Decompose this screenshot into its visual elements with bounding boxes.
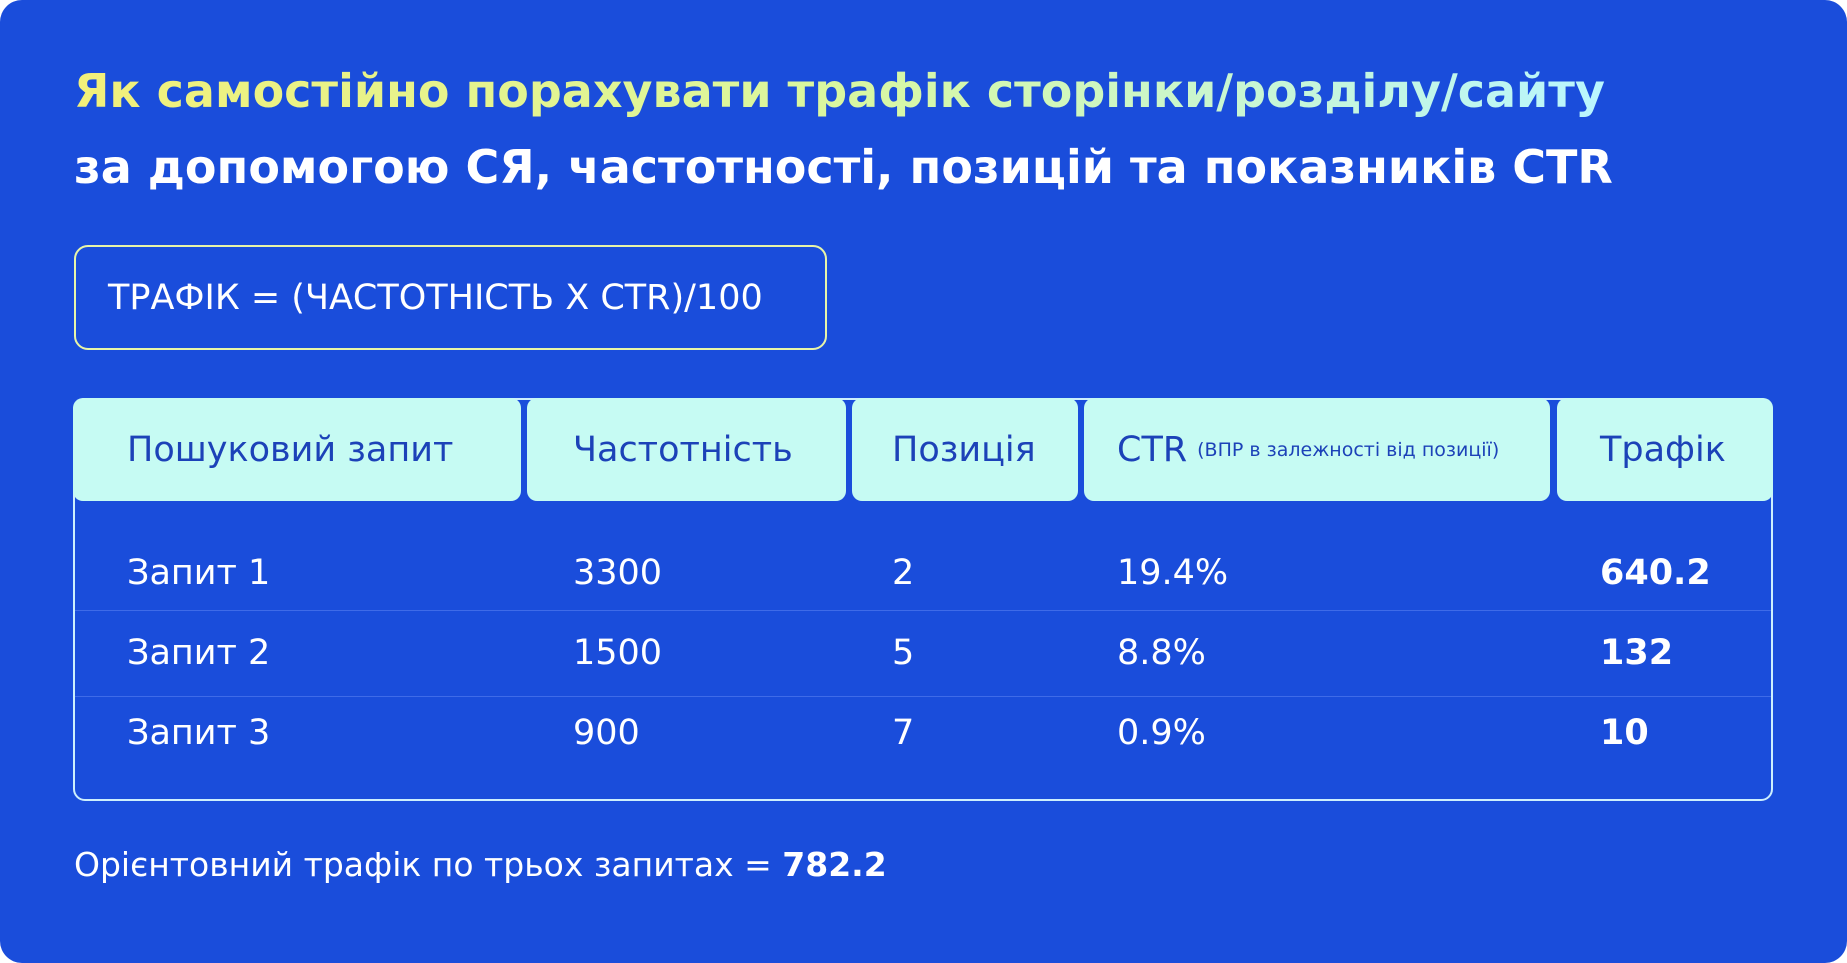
formula: ТРАФІК = (ЧАСТОТНІСТЬ Х CTR)/100	[108, 277, 763, 318]
table-cell: 7	[892, 713, 915, 753]
table-cell: 1500	[573, 633, 663, 673]
table-cell: 19.4%	[1117, 553, 1229, 593]
header-text: CTR	[1117, 429, 1188, 470]
header-text: Частотність	[573, 429, 793, 470]
row-separator	[75, 610, 1771, 611]
table-cell: 3300	[573, 553, 663, 593]
header-text: Пошуковий запит	[127, 429, 454, 470]
table-cell: Запит 2	[127, 633, 271, 673]
header-cell: CTR (ВПР в залежності від позиції)	[1084, 398, 1550, 501]
table-cell: 10	[1600, 713, 1649, 753]
header-cell: Трафік	[1557, 398, 1773, 501]
title-line-2: за допомогою СЯ, частотності, позицій та…	[74, 140, 1613, 194]
header-cell: Частотність	[527, 398, 846, 501]
table-cell: 0.9%	[1117, 713, 1206, 753]
header-cell: Пошуковий запит	[73, 398, 521, 501]
header-text: Трафік	[1600, 429, 1726, 470]
header-note: (ВПР в залежності від позиції)	[1197, 438, 1500, 461]
header-cell: Позиція	[852, 398, 1078, 501]
footer: Орієнтовний трафік по трьох запитах = 78…	[74, 845, 887, 884]
table-cell: 8.8%	[1117, 633, 1206, 673]
table-cell: 2	[892, 553, 915, 593]
table-cell: 132	[1600, 633, 1674, 673]
footer-total: 782.2	[782, 845, 887, 884]
table-cell: 640.2	[1600, 553, 1711, 593]
formula-box: ТРАФІК = (ЧАСТОТНІСТЬ Х CTR)/100	[74, 245, 827, 350]
table-cell: Запит 1	[127, 553, 271, 593]
title-line-1: Як самостійно порахувати трафік сторінки…	[74, 64, 1605, 118]
table-cell: 5	[892, 633, 915, 673]
table-cell: Запит 3	[127, 713, 271, 753]
footer-text: Орієнтовний трафік по трьох запитах =	[74, 845, 783, 884]
header-text: Позиція	[892, 429, 1036, 470]
row-separator	[75, 696, 1771, 697]
table-cell: 900	[573, 713, 640, 753]
